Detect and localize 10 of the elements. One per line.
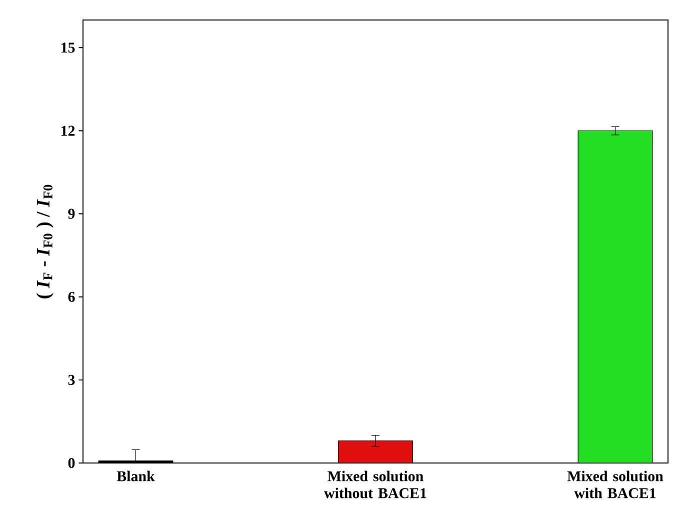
y-tick-label: 0 <box>68 458 75 468</box>
x-tick-label: Blank <box>116 470 155 482</box>
x-tick-label: Mixed solution with BACE1 <box>567 470 664 498</box>
y-tick-label: 15 <box>61 42 75 53</box>
y-tick-label: 9 <box>68 208 75 219</box>
y-tick-label: 6 <box>68 292 75 302</box>
y-tick-label: 12 <box>61 126 75 136</box>
text: ( I$_{F}$ - I$_{F0}$ ) / I$_{F0}$ <box>36 184 54 298</box>
x-tick-label: Mixed solution without BACE1 <box>324 470 426 498</box>
y-tick-label: 3 <box>68 374 75 385</box>
